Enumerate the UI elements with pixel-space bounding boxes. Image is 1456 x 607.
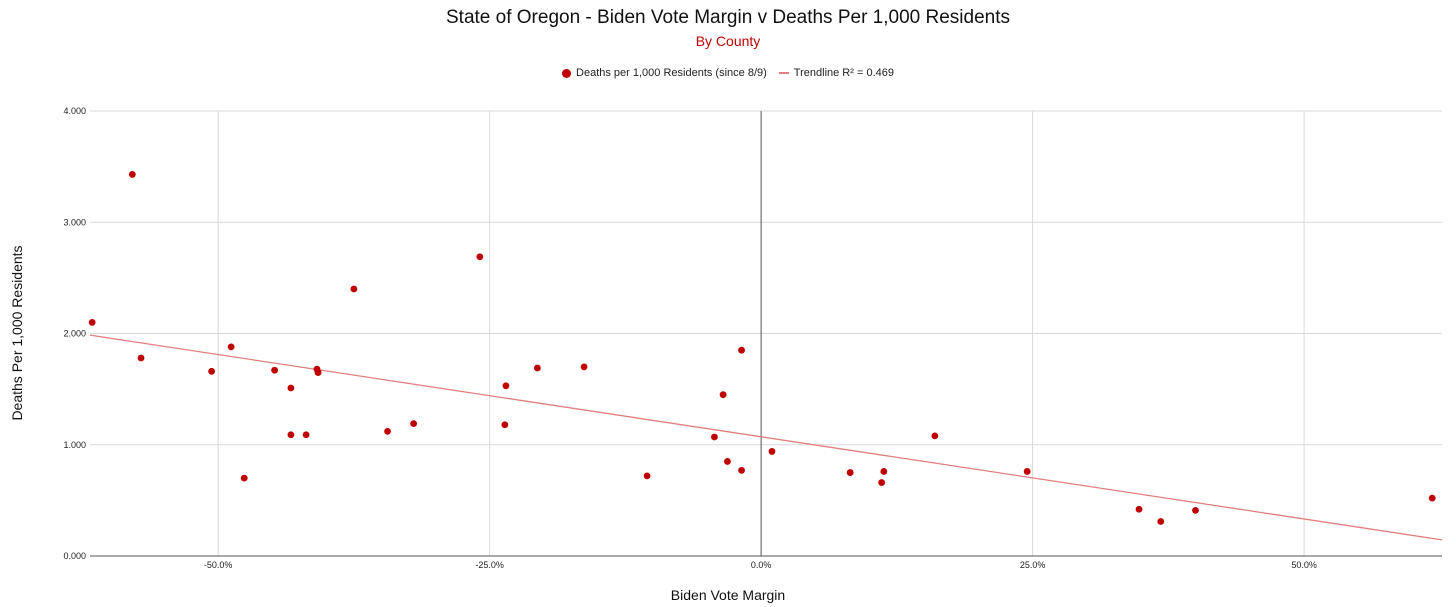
y-tick-label: 3.000 [63, 217, 86, 227]
data-point[interactable] [580, 363, 588, 371]
data-point[interactable] [240, 474, 248, 482]
data-point[interactable] [287, 431, 295, 439]
chart-subtitle: By County [695, 33, 761, 49]
legend-label-trendline: Trendline R² = 0.469 [793, 67, 894, 79]
y-tick-label: 2.000 [63, 329, 86, 339]
axes [90, 111, 1442, 557]
data-point[interactable] [1192, 506, 1199, 514]
chart-title: State of Oregon - Biden Vote Margin v De… [446, 7, 1010, 28]
legend-item-trendline[interactable]: Trendline R² = 0.469 [778, 67, 894, 79]
x-tick-label: -50.0% [204, 560, 233, 570]
x-tick-label: 0.0% [751, 560, 772, 570]
legend-item-deaths[interactable]: Deaths per 1,000 Residents (since 8/9) [562, 67, 767, 79]
tick-labels: 0.000 1.000 2.000 3.000 4.000 -50.0% -25.0% 0.0… [63, 106, 1316, 570]
data-point[interactable] [88, 318, 96, 326]
data-point[interactable] [711, 433, 718, 441]
y-tick-label: 0.000 [63, 551, 86, 561]
data-point[interactable] [878, 479, 886, 486]
data-point[interactable] [302, 431, 310, 439]
data-point[interactable] [350, 285, 358, 293]
data-point[interactable] [768, 448, 776, 455]
x-tick-label: -25.0% [475, 560, 504, 570]
data-point[interactable] [724, 458, 731, 465]
data-point[interactable] [410, 420, 418, 428]
legend-marker-dot [562, 68, 572, 78]
legend-marker-line [778, 72, 789, 74]
legend-label-deaths: Deaths per 1,000 Residents (since 8/9) [576, 67, 767, 79]
data-point[interactable] [846, 469, 854, 476]
chart-legend: Deaths per 1,000 Residents (since 8/9) T… [0, 67, 1456, 79]
data-point[interactable] [719, 391, 727, 399]
data-point[interactable] [227, 343, 235, 351]
data-point[interactable] [1157, 518, 1165, 525]
data-point[interactable] [1023, 468, 1031, 475]
y-tick-label: 1.000 [63, 440, 86, 450]
data-points [88, 171, 1436, 525]
data-point[interactable] [128, 171, 136, 178]
data-point[interactable] [880, 468, 888, 475]
data-point[interactable] [384, 428, 391, 435]
x-tick-label: 50.0% [1291, 560, 1317, 570]
data-point[interactable] [271, 366, 279, 374]
data-point[interactable] [287, 384, 295, 392]
data-point[interactable] [931, 432, 939, 440]
data-point[interactable] [643, 472, 651, 480]
data-point[interactable] [534, 364, 541, 372]
data-point[interactable] [208, 367, 216, 375]
data-point[interactable] [476, 253, 484, 261]
data-point[interactable] [1428, 494, 1436, 502]
data-point[interactable] [1135, 505, 1143, 513]
x-axis-label: Biden Vote Margin [670, 587, 786, 603]
data-point[interactable] [738, 466, 745, 474]
x-tick-label: 25.0% [1020, 560, 1046, 570]
data-point[interactable] [137, 354, 145, 362]
data-point[interactable] [314, 369, 322, 376]
y-tick-label: 4.000 [63, 106, 86, 116]
gridlines [90, 110, 1442, 556]
data-point[interactable] [738, 346, 745, 354]
data-point[interactable] [502, 382, 510, 390]
data-point[interactable] [501, 421, 509, 429]
